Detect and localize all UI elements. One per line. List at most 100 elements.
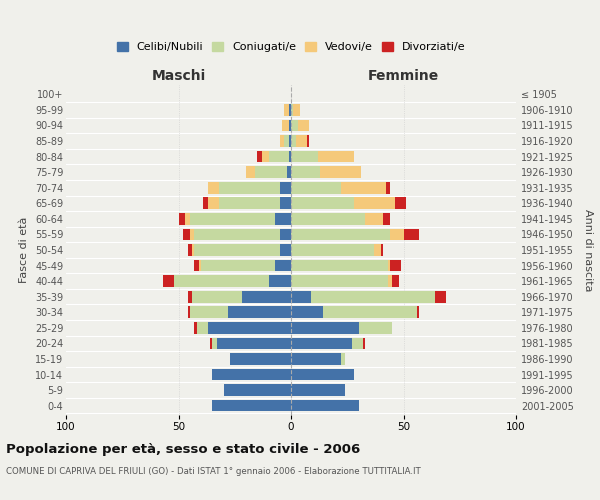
- Bar: [190, 213, 275, 224]
- Bar: [269, 151, 289, 162]
- Bar: [219, 198, 280, 209]
- Bar: [190, 306, 228, 318]
- Text: Femmine: Femmine: [368, 68, 439, 82]
- Bar: [287, 166, 291, 178]
- Bar: [291, 384, 345, 396]
- Bar: [291, 306, 323, 318]
- Bar: [390, 228, 404, 240]
- Bar: [197, 322, 208, 334]
- Bar: [217, 338, 291, 349]
- Bar: [192, 244, 194, 256]
- Bar: [388, 276, 392, 287]
- Bar: [255, 166, 287, 178]
- Bar: [291, 166, 320, 178]
- Y-axis label: Anni di nascita: Anni di nascita: [583, 209, 593, 291]
- Bar: [296, 135, 307, 147]
- Text: Popolazione per età, sesso e stato civile - 2006: Popolazione per età, sesso e stato civil…: [6, 442, 360, 456]
- Bar: [280, 182, 291, 194]
- Bar: [390, 260, 401, 272]
- Bar: [262, 151, 269, 162]
- Bar: [194, 228, 280, 240]
- Bar: [289, 104, 291, 116]
- Bar: [289, 151, 291, 162]
- Bar: [365, 213, 383, 224]
- Text: Maschi: Maschi: [151, 68, 206, 82]
- Bar: [275, 213, 291, 224]
- Bar: [291, 400, 359, 411]
- Bar: [291, 291, 311, 302]
- Bar: [359, 322, 392, 334]
- Bar: [392, 276, 399, 287]
- Bar: [363, 338, 365, 349]
- Legend: Celibi/Nubili, Coniugati/e, Vedovi/e, Divorziati/e: Celibi/Nubili, Coniugati/e, Vedovi/e, Di…: [115, 40, 467, 54]
- Bar: [208, 182, 219, 194]
- Bar: [354, 198, 395, 209]
- Bar: [219, 182, 280, 194]
- Bar: [323, 306, 417, 318]
- Bar: [291, 244, 374, 256]
- Bar: [223, 384, 291, 396]
- Bar: [208, 322, 291, 334]
- Bar: [291, 276, 388, 287]
- Bar: [190, 228, 194, 240]
- Bar: [228, 306, 291, 318]
- Bar: [291, 322, 359, 334]
- Bar: [291, 228, 390, 240]
- Bar: [187, 291, 192, 302]
- Bar: [179, 213, 185, 224]
- Bar: [194, 244, 280, 256]
- Bar: [291, 353, 341, 365]
- Bar: [320, 166, 361, 178]
- Bar: [203, 198, 208, 209]
- Bar: [185, 213, 190, 224]
- Bar: [404, 228, 419, 240]
- Bar: [257, 151, 262, 162]
- Bar: [291, 120, 298, 132]
- Bar: [241, 291, 291, 302]
- Bar: [230, 353, 291, 365]
- Bar: [194, 260, 199, 272]
- Bar: [280, 198, 291, 209]
- Bar: [381, 244, 383, 256]
- Bar: [291, 198, 354, 209]
- Bar: [269, 276, 291, 287]
- Bar: [187, 306, 190, 318]
- Bar: [280, 244, 291, 256]
- Bar: [192, 291, 241, 302]
- Bar: [383, 213, 390, 224]
- Bar: [284, 104, 289, 116]
- Bar: [174, 276, 269, 287]
- Bar: [284, 135, 289, 147]
- Bar: [212, 338, 217, 349]
- Y-axis label: Fasce di età: Fasce di età: [19, 217, 29, 283]
- Bar: [187, 244, 192, 256]
- Bar: [298, 120, 309, 132]
- Bar: [212, 400, 291, 411]
- Bar: [289, 120, 291, 132]
- Bar: [291, 213, 365, 224]
- Bar: [291, 182, 341, 194]
- Bar: [293, 104, 300, 116]
- Bar: [435, 291, 446, 302]
- Bar: [280, 228, 291, 240]
- Bar: [291, 135, 296, 147]
- Bar: [417, 306, 419, 318]
- Bar: [291, 338, 352, 349]
- Bar: [386, 182, 390, 194]
- Bar: [307, 135, 309, 147]
- Bar: [291, 260, 388, 272]
- Bar: [282, 120, 289, 132]
- Bar: [291, 104, 293, 116]
- Bar: [388, 260, 390, 272]
- Bar: [289, 135, 291, 147]
- Bar: [395, 198, 406, 209]
- Bar: [374, 244, 381, 256]
- Bar: [280, 135, 284, 147]
- Bar: [311, 291, 435, 302]
- Bar: [275, 260, 291, 272]
- Bar: [201, 260, 275, 272]
- Bar: [341, 353, 345, 365]
- Bar: [341, 182, 386, 194]
- Bar: [163, 276, 174, 287]
- Bar: [352, 338, 363, 349]
